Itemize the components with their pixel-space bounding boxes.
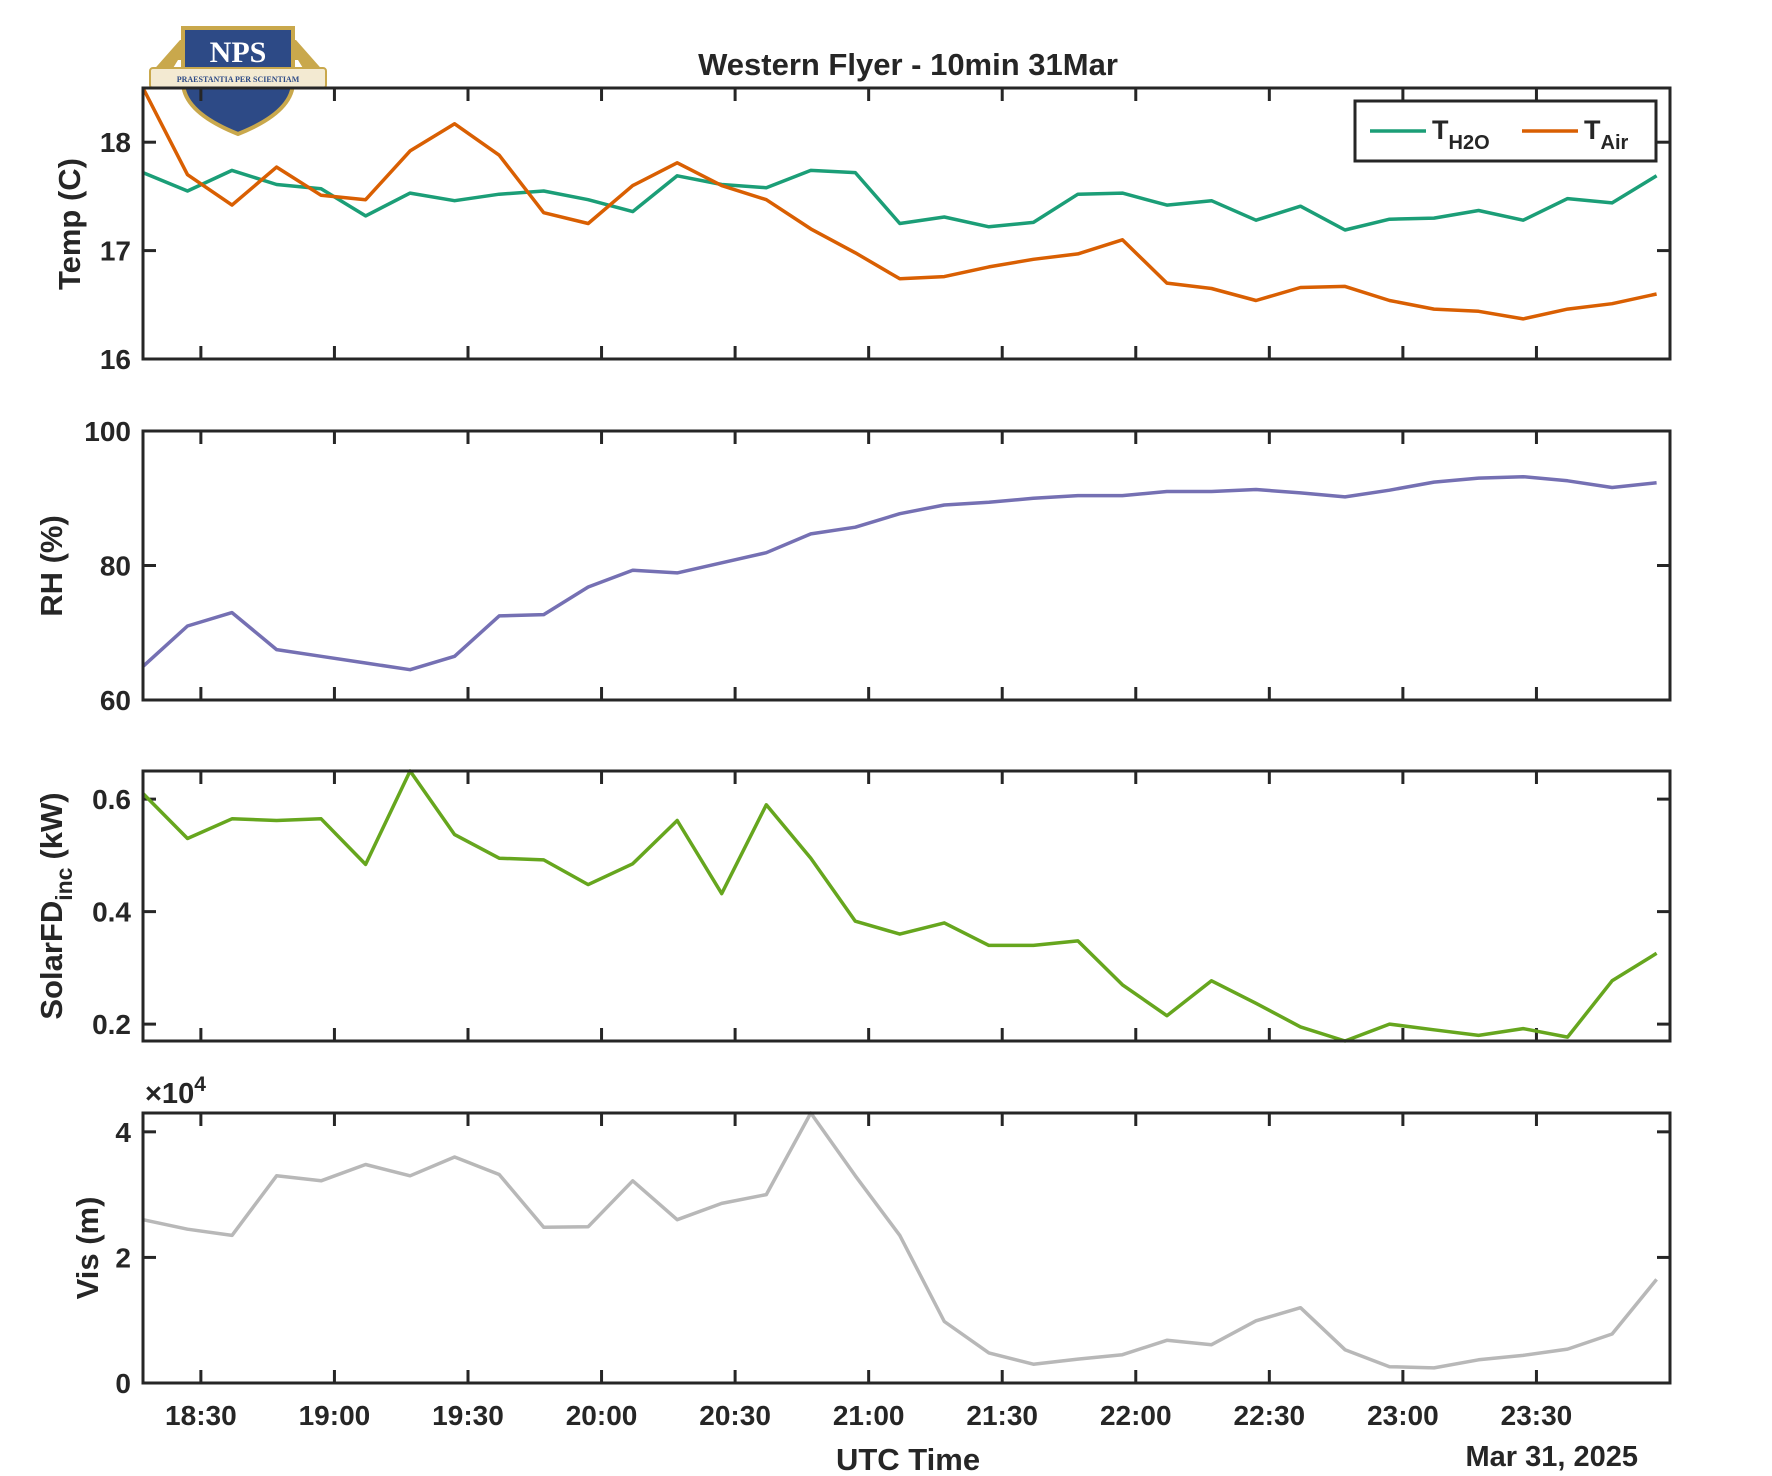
temperature-ylabel: Temp (C) xyxy=(52,158,87,290)
temperature-ticks: 16 17 18 xyxy=(100,88,1670,375)
y-tick-label: 80 xyxy=(100,551,131,582)
solar-ylabel-main: SolarFD xyxy=(34,901,69,1020)
temperature-axes-frame xyxy=(141,86,1672,361)
legend-t-air-main: T xyxy=(1584,115,1601,145)
solar-lines xyxy=(141,769,1658,1043)
solar-ylabel: SolarFDinc (kW) xyxy=(34,792,77,1019)
x-tick-label: 20:00 xyxy=(566,1400,638,1431)
series-line-solar xyxy=(141,769,1658,1043)
x-tick-label: 19:30 xyxy=(432,1400,504,1431)
solar-ylabel-sub: inc xyxy=(51,867,77,900)
y-tick-label: 17 xyxy=(100,236,131,267)
vis-exponent-power: 4 xyxy=(194,1073,206,1096)
y-tick-label: 0.4 xyxy=(92,897,131,928)
vis-axes-frame xyxy=(141,1111,1672,1385)
y-tick-label: 100 xyxy=(84,416,131,447)
series-line-vis xyxy=(142,1111,1658,1370)
panel-relative-humidity: 60 80 100 RH (%) xyxy=(34,416,1672,716)
y-tick-label: 2 xyxy=(115,1242,131,1273)
x-tick-label: 19:00 xyxy=(299,1400,371,1431)
x-tick-labels: 18:30 19:00 19:30 20:00 20:30 21:00 21:30 22:00… xyxy=(165,1400,1572,1431)
x-tick-label: 18:30 xyxy=(165,1400,237,1431)
vis-ticks: 0 2 4 xyxy=(115,1113,1670,1399)
logo-wordmark: NPS xyxy=(210,36,267,69)
y-tick-label: 0 xyxy=(115,1368,131,1399)
legend-t-h2o-main: T xyxy=(1432,115,1449,145)
x-tick-label: 22:30 xyxy=(1234,1400,1306,1431)
series-line-t-air xyxy=(141,87,1657,321)
x-tick-label: 23:30 xyxy=(1501,1400,1573,1431)
legend: TH2O TAir xyxy=(1353,99,1658,163)
legend-label-t-air: TAir xyxy=(1584,115,1629,154)
solar-ylabel-unit: (kW) xyxy=(34,792,69,859)
x-tick-label: 21:00 xyxy=(833,1400,905,1431)
temperature-lines xyxy=(141,87,1658,321)
y-tick-label: 4 xyxy=(115,1117,131,1148)
panel-solar: 0.2 0.4 0.6 SolarFDinc (kW) xyxy=(34,769,1672,1043)
legend-t-h2o-sub: H2O xyxy=(1449,132,1490,154)
y-tick-label: 16 xyxy=(100,344,131,375)
solar-axes-frame xyxy=(141,769,1672,1043)
legend-t-air-sub: Air xyxy=(1601,132,1629,154)
vis-exponent-label: ×104 xyxy=(145,1073,206,1110)
rh-ticks: 60 80 100 xyxy=(84,416,1670,716)
rh-lines xyxy=(141,474,1657,672)
vis-exponent-base: ×10 xyxy=(145,1078,194,1110)
series-line-t-h2o xyxy=(142,168,1658,232)
chart-title: Western Flyer - 10min 31Mar xyxy=(698,47,1118,82)
panel-visibility: 024 Vis (m) ×104 xyxy=(70,1073,1672,1399)
solar-ticks: 0.2 0.4 0.6 xyxy=(92,771,1670,1041)
x-tick-label: 22:00 xyxy=(1100,1400,1172,1431)
y-tick-label: 0.2 xyxy=(92,1009,131,1040)
y-tick-label: 0.6 xyxy=(92,784,131,815)
legend-label-t-h2o: TH2O xyxy=(1432,115,1490,154)
date-label: Mar 31, 2025 xyxy=(1465,1441,1638,1473)
x-axis-label: UTC Time xyxy=(836,1442,980,1476)
y-tick-label: 60 xyxy=(100,685,131,716)
x-tick-label: 21:30 xyxy=(966,1400,1038,1431)
vis-lines xyxy=(142,1111,1658,1370)
y-tick-label: 18 xyxy=(100,127,131,158)
logo-motto: PRAESTANTIA PER SCIENTIAM xyxy=(177,75,300,84)
nps-logo: NPS PRAESTANTIA PER SCIENTIAM xyxy=(149,26,327,137)
x-tick-label: 20:30 xyxy=(699,1400,771,1431)
x-tick-label: 23:00 xyxy=(1367,1400,1439,1431)
vis-ylabel: Vis (m) xyxy=(70,1197,105,1300)
series-line-rh xyxy=(141,474,1657,672)
rh-axes-frame xyxy=(141,429,1672,702)
rh-ylabel: RH (%) xyxy=(34,515,69,617)
